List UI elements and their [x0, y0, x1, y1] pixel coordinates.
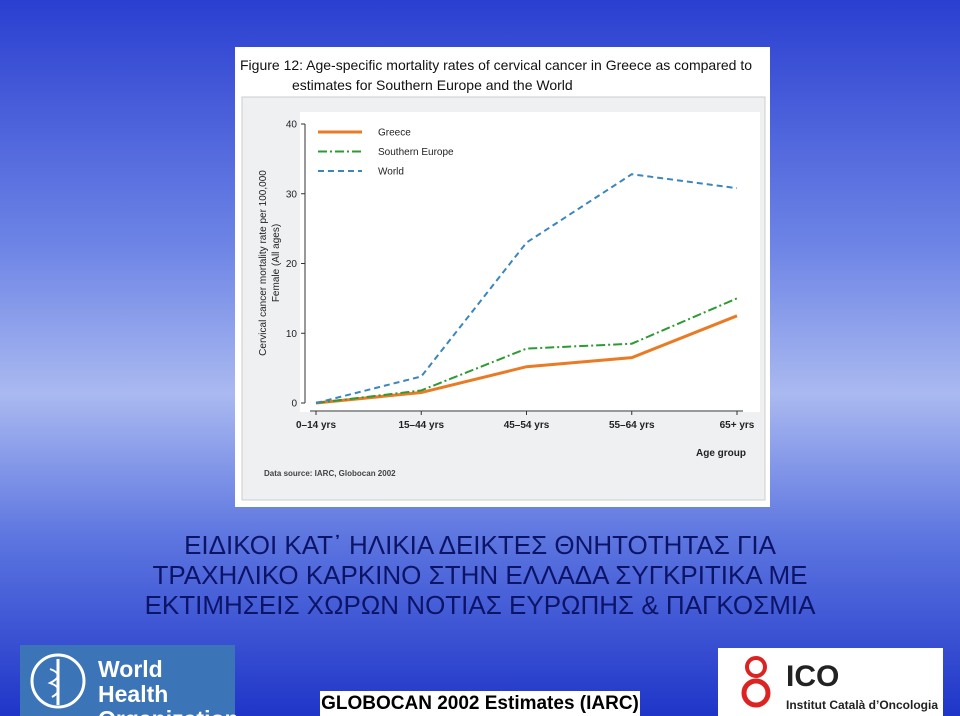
- who-emblem: [30, 653, 86, 709]
- footer: GLOBOCAN 2002 Estimates (IARC): [320, 691, 640, 716]
- legend-label: World: [378, 167, 404, 178]
- who-line: Organization: [98, 707, 239, 716]
- x-tick-label: 0–14 yrs: [296, 420, 336, 431]
- y-label-line: Female (All ages): [271, 224, 282, 302]
- heading-line: ΤΡΑΧΗΛΙΚΟ ΚΑΡΚΙΝΟ ΣΤΗΝ ΕΛΛΑΔΑ ΣΥΓΚΡΙΤΙΚΑ…: [152, 560, 808, 590]
- plot-area: [300, 112, 760, 412]
- legend-label: Southern Europe: [378, 147, 454, 158]
- ico-subtitle: Institut Català d’Oncologia: [786, 698, 939, 712]
- y-tick-label: 10: [286, 329, 298, 340]
- ico-name: ICO: [786, 660, 840, 693]
- y-label: Cervical cancer mortality rate per 100,0…: [258, 170, 282, 356]
- who-logo: World Health Organization: [20, 645, 239, 716]
- ico-emblem: [741, 656, 771, 708]
- y-label-line: Cervical cancer mortality rate per 100,0…: [258, 170, 269, 356]
- line: [315, 314, 738, 405]
- chart-title: Figure 12: Age-specific mortality rates …: [240, 57, 752, 93]
- x-tick-label: 15–44 yrs: [398, 420, 444, 431]
- x-tick-label: 45–54 yrs: [504, 420, 550, 431]
- x-label: Age group: [696, 448, 746, 459]
- y-tick-label: 30: [286, 189, 298, 200]
- line: [315, 297, 738, 404]
- heading-line: ΕΚΤΙΜΗΣΕΙΣ ΧΩΡΩΝ ΝΟΤΙΑΣ ΕΥΡΩΠΗΣ & ΠΑΓΚΟΣ…: [144, 590, 816, 620]
- y-tick-label: 40: [286, 120, 298, 131]
- heading-line: ΕΙΔΙΚΟΙ ΚΑΤ᾽ ΗΛΙΚΙΑ ΔΕΙΚΤΕΣ ΘΝΗΤΟΤΗΤΑΣ Γ…: [184, 530, 776, 560]
- heading: ΕΙΔΙΚΟΙ ΚΑΤ᾽ ΗΛΙΚΙΑ ΔΕΙΚΤΕΣ ΘΝΗΤΟΤΗΤΑΣ Γ…: [0, 530, 960, 620]
- who-line: World Health: [98, 656, 169, 707]
- y-tick-label: 0: [291, 399, 297, 410]
- ico-logo: ICO Institut Català d’Oncologia: [718, 648, 943, 716]
- y-tick-label: 20: [286, 259, 298, 270]
- line: [315, 173, 738, 404]
- legend-label: Greece: [378, 128, 411, 139]
- source: Data source: IARC, Globocan 2002: [264, 469, 396, 478]
- x-tick-label: 55–64 yrs: [609, 420, 655, 431]
- x-tick-label: 65+ yrs: [720, 420, 755, 431]
- who-text: World Health Organization: [98, 657, 239, 716]
